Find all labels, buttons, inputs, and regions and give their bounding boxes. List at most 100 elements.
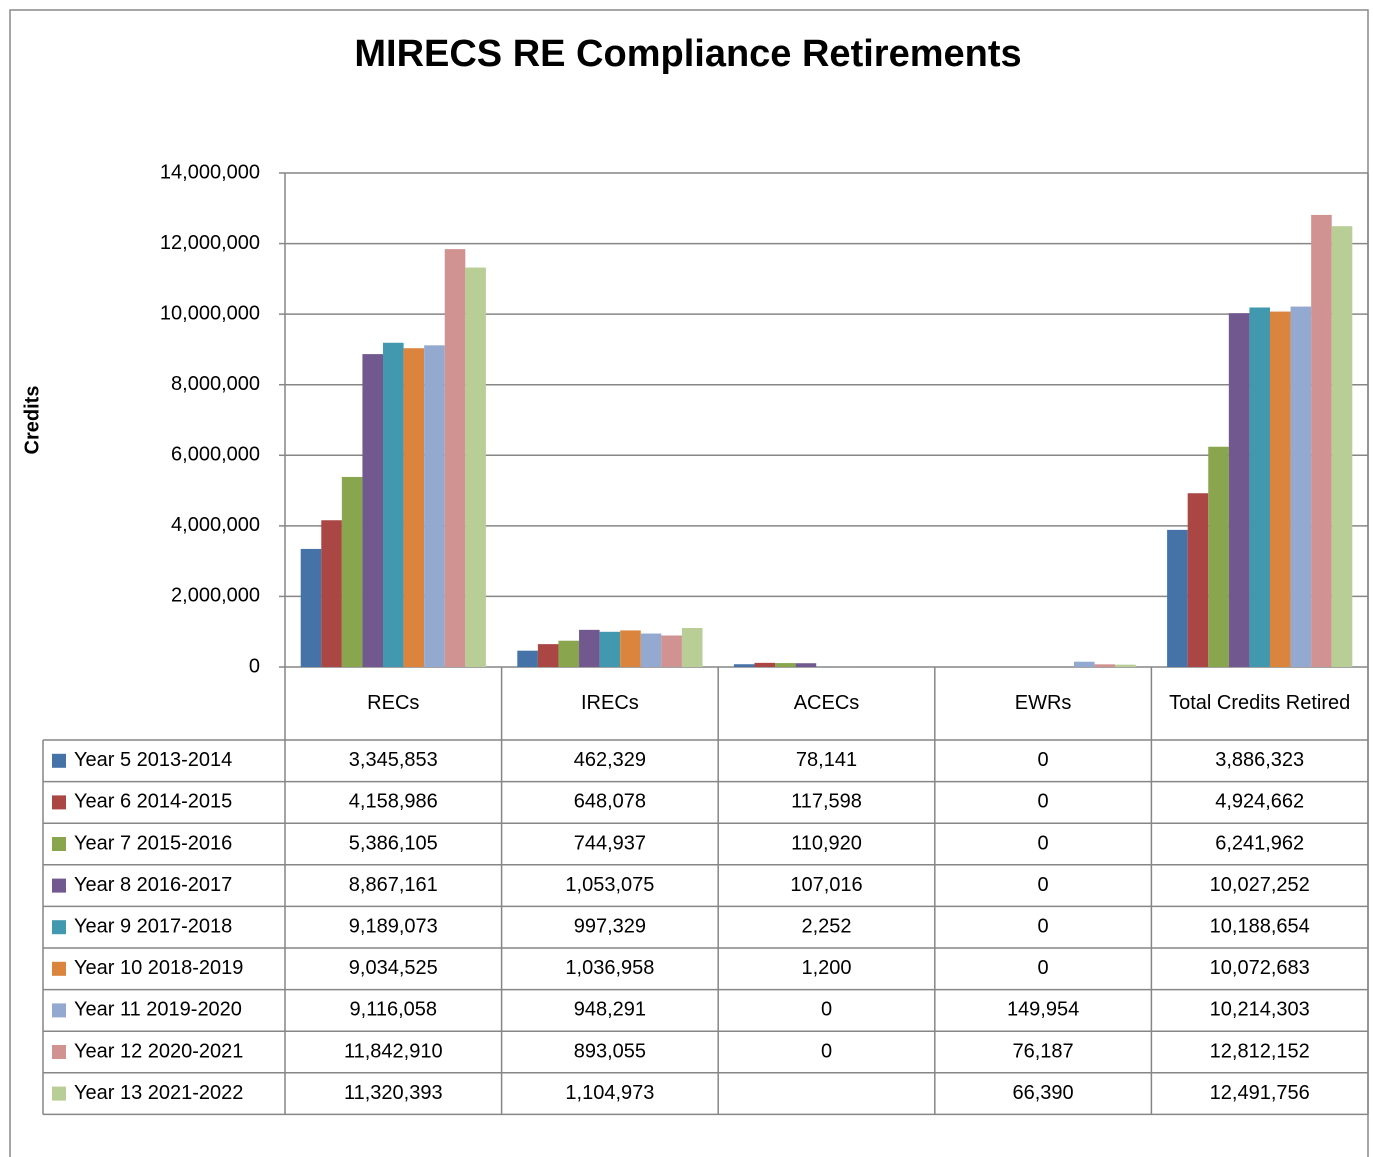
bar <box>424 345 445 667</box>
table-value: 12,491,756 <box>1210 1082 1310 1104</box>
legend-swatch <box>52 837 66 851</box>
table-value: 11,320,393 <box>344 1082 443 1104</box>
bar <box>403 348 425 667</box>
table-value: 0 <box>1038 874 1049 896</box>
legend-swatch <box>52 1086 66 1101</box>
table-value: 997,329 <box>574 915 646 937</box>
bar <box>1228 313 1250 667</box>
table-value: 948,291 <box>574 999 646 1021</box>
table-value: 10,188,654 <box>1210 915 1310 937</box>
legend-label: Year 10 2018-2019 <box>74 957 243 979</box>
chart-title: MIRECS RE Compliance Retirements <box>354 33 1021 75</box>
x-tick-label: IRECs <box>580 692 639 714</box>
bar <box>661 635 682 667</box>
table-value: 5,386,105 <box>349 832 438 854</box>
table-value: 648,078 <box>574 791 646 813</box>
bar <box>1249 307 1270 667</box>
table-value: 1,036,958 <box>565 957 654 979</box>
bar <box>1115 664 1136 667</box>
x-tick-label: Total Credits Retired <box>1169 692 1351 714</box>
legend-swatch <box>52 961 66 976</box>
table-value: 4,158,986 <box>349 791 438 813</box>
x-tick-label: RECs <box>367 692 420 714</box>
legend-label: Year 6 2014-2015 <box>74 791 232 813</box>
y-tick-label: 0 <box>249 655 260 677</box>
table-value: 76,187 <box>1013 1040 1074 1062</box>
table-value: 0 <box>1038 957 1049 979</box>
bar <box>1073 661 1095 667</box>
legend-label: Year 9 2017-2018 <box>74 915 232 937</box>
table-value: 1,200 <box>801 957 851 979</box>
y-tick-label: 10,000,000 <box>160 302 260 324</box>
table-value: 6,241,962 <box>1215 832 1304 854</box>
bar <box>1167 529 1188 667</box>
y-tick-label: 6,000,000 <box>171 444 260 466</box>
table-value: 1,104,973 <box>565 1082 654 1104</box>
x-tick-label: ACECs <box>793 692 860 714</box>
table-value: 66,390 <box>1013 1082 1074 1104</box>
legend-label: Year 8 2016-2017 <box>74 874 232 896</box>
bar <box>1187 493 1209 667</box>
table-value: 0 <box>821 1040 832 1062</box>
bar <box>599 631 621 667</box>
table-value: 110,920 <box>791 832 862 854</box>
y-tick-label: 14,000,000 <box>160 161 260 183</box>
bar <box>640 633 662 667</box>
x-tick-label: EWRs <box>1014 692 1072 714</box>
bar <box>383 342 404 667</box>
bar <box>681 628 703 667</box>
legend-label: Year 11 2019-2020 <box>74 999 242 1021</box>
bar <box>362 354 384 667</box>
bar <box>558 640 580 667</box>
table-value: 10,027,252 <box>1210 874 1310 896</box>
bar <box>795 663 817 667</box>
legend-swatch <box>52 920 66 935</box>
bar <box>1208 446 1229 667</box>
bar <box>465 267 486 667</box>
table-value: 4,924,662 <box>1215 791 1304 813</box>
table-value: 117,598 <box>791 791 862 813</box>
y-tick-label: 8,000,000 <box>171 373 260 395</box>
bar <box>537 644 559 667</box>
bar <box>1094 664 1116 667</box>
table-value: 8,867,161 <box>349 874 438 896</box>
legend-label: Year 13 2021-2022 <box>74 1082 243 1104</box>
bar <box>1269 311 1291 667</box>
table-value: 0 <box>1038 915 1049 937</box>
bar <box>620 630 641 667</box>
y-tick-label: 12,000,000 <box>160 232 260 254</box>
table-value: 107,016 <box>790 874 862 896</box>
legend-swatch <box>52 1045 66 1059</box>
table-value: 2,252 <box>801 915 851 937</box>
bar <box>444 249 466 668</box>
table-value: 10,072,683 <box>1210 957 1310 979</box>
legend-swatch <box>52 753 66 768</box>
table-value: 3,886,323 <box>1215 749 1304 771</box>
y-tick-label: 4,000,000 <box>171 514 260 536</box>
table-value: 11,842,910 <box>344 1040 443 1062</box>
legend-label: Year 7 2015-2016 <box>74 832 232 854</box>
bar <box>1331 226 1353 667</box>
bar <box>300 548 322 667</box>
legend-label: Year 5 2013-2014 <box>74 749 232 771</box>
table-value: 462,329 <box>574 749 646 771</box>
legend-swatch <box>52 795 66 810</box>
table-value: 893,055 <box>574 1040 646 1062</box>
table-value: 1,053,075 <box>565 874 654 896</box>
table-value: 9,116,058 <box>350 999 438 1021</box>
legend-label: Year 12 2020-2021 <box>74 1040 243 1062</box>
table-value: 9,034,525 <box>349 957 438 979</box>
bar <box>579 629 600 667</box>
bar <box>1311 214 1332 667</box>
table-value: 3,345,853 <box>349 749 438 771</box>
table-value: 10,214,303 <box>1210 999 1310 1021</box>
table-value: 9,189,073 <box>349 915 438 937</box>
table-value: 0 <box>1038 749 1049 771</box>
bar <box>775 663 796 667</box>
table-value: 149,954 <box>1007 999 1079 1021</box>
bar <box>1290 306 1312 667</box>
bar <box>517 650 538 667</box>
y-axis-label: Credits <box>21 386 43 455</box>
y-tick-label: 2,000,000 <box>171 585 260 607</box>
